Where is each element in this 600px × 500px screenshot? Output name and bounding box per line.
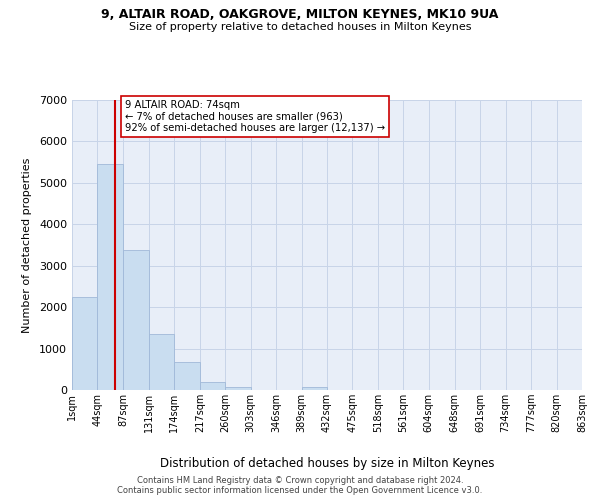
Text: Size of property relative to detached houses in Milton Keynes: Size of property relative to detached ho… — [129, 22, 471, 32]
Bar — [149, 334, 175, 390]
Bar — [97, 164, 123, 390]
Bar — [123, 250, 149, 390]
Y-axis label: Number of detached properties: Number of detached properties — [22, 158, 32, 332]
Bar — [200, 382, 225, 390]
Bar — [72, 297, 97, 390]
Text: Distribution of detached houses by size in Milton Keynes: Distribution of detached houses by size … — [160, 458, 494, 470]
Text: Contains HM Land Registry data © Crown copyright and database right 2024.
Contai: Contains HM Land Registry data © Crown c… — [118, 476, 482, 495]
Text: 9, ALTAIR ROAD, OAKGROVE, MILTON KEYNES, MK10 9UA: 9, ALTAIR ROAD, OAKGROVE, MILTON KEYNES,… — [101, 8, 499, 20]
Bar — [225, 386, 251, 390]
Bar — [175, 362, 200, 390]
Text: 9 ALTAIR ROAD: 74sqm
← 7% of detached houses are smaller (963)
92% of semi-detac: 9 ALTAIR ROAD: 74sqm ← 7% of detached ho… — [125, 100, 385, 133]
Bar — [302, 387, 327, 390]
